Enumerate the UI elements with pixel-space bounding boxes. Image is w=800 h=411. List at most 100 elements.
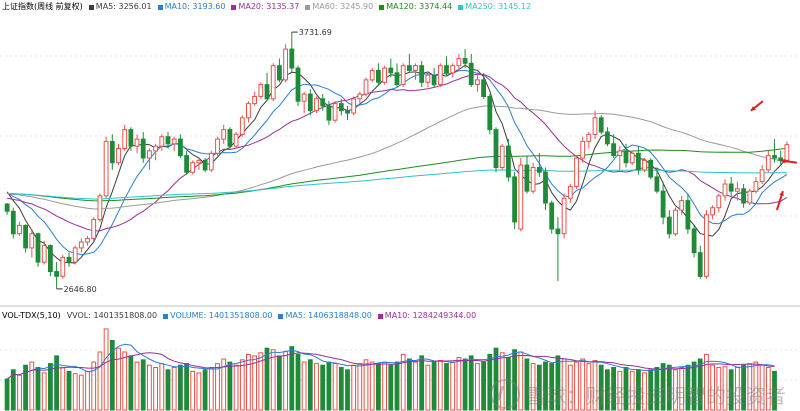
candle-body [487,96,493,131]
volume-bars [4,328,777,411]
candle-body [549,202,555,230]
volume-bar [605,369,610,411]
volume-bar [654,367,660,411]
volume-bar [29,361,35,411]
candle [524,155,530,194]
candle [487,94,493,135]
volume-bar [351,364,357,411]
candle [536,153,542,177]
candle [506,139,511,182]
candle-body [586,133,592,142]
volume-bar [753,361,759,411]
candle-body [444,65,449,74]
candle-body [252,96,257,105]
volume-bar [320,364,326,411]
volume-bar [91,361,97,411]
volume-bar [722,366,728,411]
candle [307,89,313,116]
candle [691,224,697,258]
candle [636,146,641,175]
volume-bar [710,364,716,411]
volume-bar [283,350,289,411]
candle-body [338,103,344,112]
candle [97,193,103,222]
volume-bar [134,361,140,411]
candle [301,91,307,114]
volume-bar [549,363,555,411]
volume-bar [493,347,499,411]
candle-body [512,176,518,223]
candle [140,131,146,163]
candle-body [419,65,425,83]
candle [512,172,518,229]
candle-body [196,159,202,164]
volume-bar [307,359,313,411]
candle-body [679,200,685,211]
volume-bar [536,364,542,411]
arrow-head [779,191,784,197]
candle [208,150,214,173]
candle [574,155,579,189]
candle [611,134,617,158]
candle-body [654,176,660,192]
candle-body [506,145,511,178]
volume-bar [184,363,189,411]
candle [85,236,90,246]
volume-bar [295,353,301,411]
volume-bar [72,373,78,411]
candle-body [648,159,654,178]
candle-body [103,140,109,197]
candle-body [171,138,177,145]
candle [326,101,332,125]
candles [4,32,790,289]
volume-bar [394,361,400,411]
candle [289,32,295,73]
candle-body [239,117,245,135]
candle [190,160,196,175]
candle-body [307,93,313,112]
candle-body [617,150,623,157]
candle [778,150,784,166]
volume-bar [592,360,598,411]
candle-body [629,152,635,164]
candle-body [697,252,703,277]
vol-ma10-line [6,352,775,380]
volume-bar [716,367,722,411]
ma250-line [7,169,787,200]
candle [196,158,202,170]
candle-body [35,233,41,263]
candle [320,94,326,111]
candle-body [215,138,220,154]
candle-body [41,245,47,263]
candle-body [728,183,734,192]
ma20-line [6,73,788,232]
candle [697,245,703,279]
candle-body [78,241,84,249]
candle [165,131,171,149]
candle [518,158,524,232]
candle [4,202,10,215]
vol-legend-ma10: MA10: 1284249344.00 [377,309,476,323]
candle-body [561,197,567,235]
candle [221,124,227,144]
volume-bar [190,370,196,411]
candle [171,136,177,151]
volume-bar [685,364,691,411]
volume-legend: VOL-TDX(5,10) VVOL: 1401351808.00 VOLUME… [0,309,476,323]
candle-body [722,183,728,197]
candle-body [363,79,369,95]
volume-bar [555,355,561,411]
volume-bar [78,374,84,411]
volume-bar [642,372,647,411]
volume-bar [419,355,425,411]
candle [382,65,388,85]
volume-bar [41,372,47,411]
volume-bar [772,370,777,411]
volume-bar [611,367,617,411]
volume-bar [171,367,177,411]
candle-body [425,74,431,83]
candle-body [165,136,171,145]
candle-body [116,148,121,164]
candle-body [462,58,468,64]
volume-bar [629,370,635,411]
